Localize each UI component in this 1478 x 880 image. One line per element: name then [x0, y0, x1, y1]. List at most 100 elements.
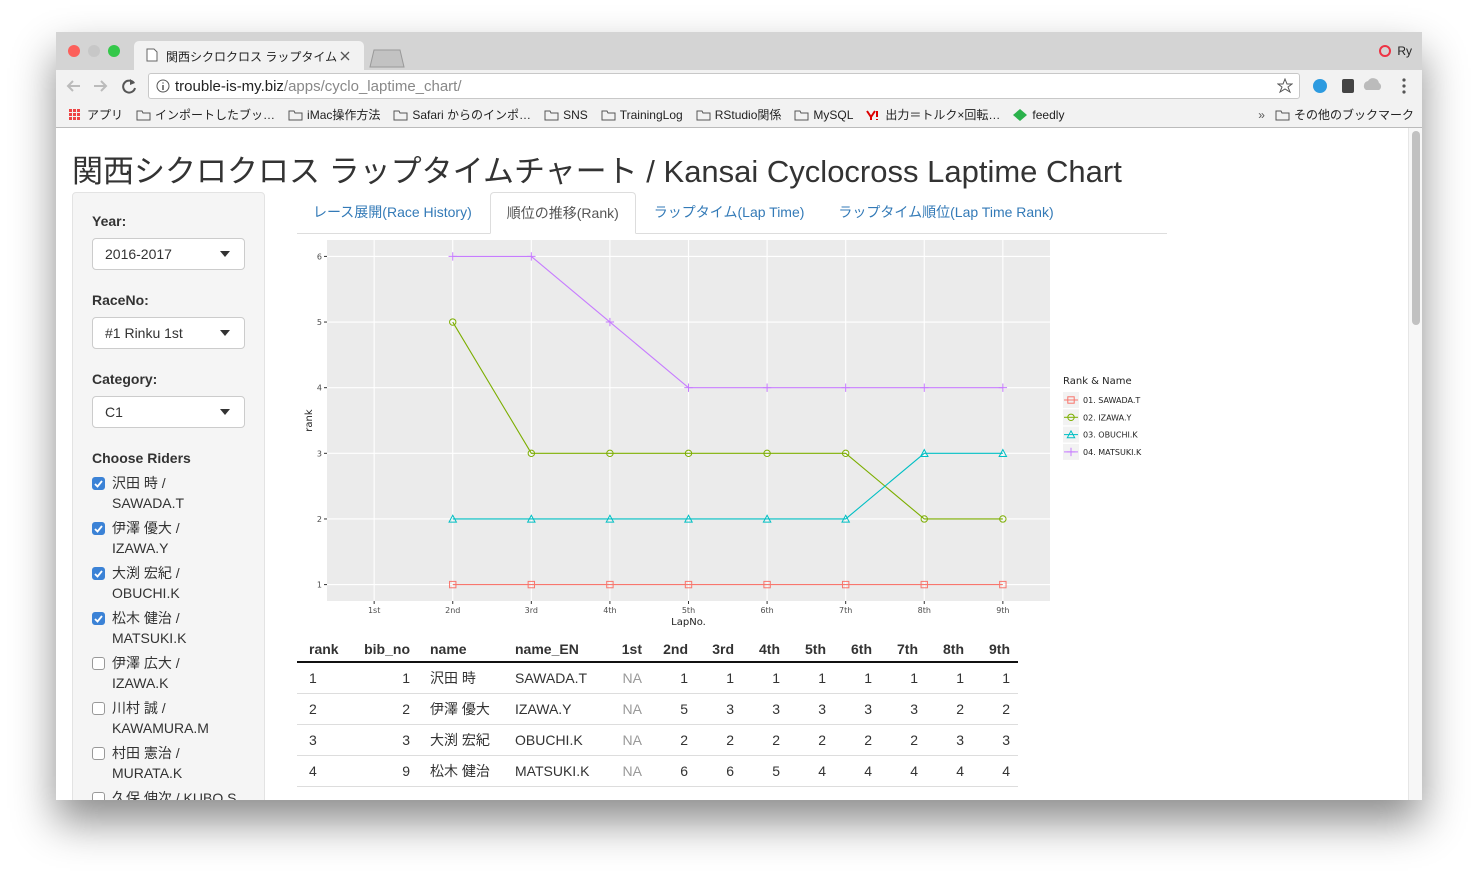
point — [763, 580, 771, 589]
tab-close[interactable] — [340, 51, 350, 61]
bookmark-icon — [794, 110, 809, 120]
bookmark[interactable]: MySQL — [794, 106, 853, 123]
new-tab[interactable] — [366, 48, 406, 68]
icon-shape — [696, 110, 711, 120]
point — [841, 514, 851, 523]
sidebar: Year: 2016-2017 RaceNo: #1 Rinku 1st Categor… — [72, 192, 265, 800]
checkbox[interactable] — [92, 702, 105, 715]
icon-shape — [393, 110, 408, 120]
column-header: 6th — [834, 636, 880, 663]
checkbox[interactable] — [92, 612, 105, 625]
caret-shape — [220, 409, 230, 415]
nav-buttons[interactable] — [64, 70, 144, 102]
icon-shape — [1013, 108, 1028, 121]
point — [684, 449, 693, 458]
rider-label: 久保 伸次 / KUBO.S — [112, 790, 237, 800]
scroll-thumb[interactable] — [1412, 131, 1420, 325]
table-cell: 1 — [742, 662, 788, 694]
column-header: 3rd — [696, 636, 742, 663]
tab[interactable]: ラップタイム(Lap Time) — [653, 204, 805, 220]
table-cell: 6 — [650, 755, 696, 787]
x-tick-label: 6th — [760, 606, 773, 615]
table-cell: 松木 健治 — [418, 755, 503, 787]
tab[interactable]: ラップタイム順位(Lap Time Rank) — [838, 204, 1054, 220]
address-bar[interactable]: trouble-is-my.biz/apps/cyclo_laptime_cha… — [148, 73, 1300, 99]
bookmark[interactable]: SNS — [544, 106, 588, 123]
extension-icons[interactable] — [1308, 70, 1418, 102]
bookmark-icon — [288, 110, 303, 120]
caret-shape — [220, 330, 230, 336]
select-input[interactable]: #1 Rinku 1st — [92, 317, 245, 349]
icon-dot — [69, 116, 72, 120]
checkbox[interactable] — [92, 477, 105, 490]
zoom-button[interactable] — [108, 45, 120, 57]
bookmark[interactable]: RStudio関係 — [696, 106, 782, 123]
legend-label: 04. MATSUKI.K — [1083, 448, 1142, 457]
scrollbar[interactable] — [1408, 128, 1422, 800]
table-cell: 1 — [926, 662, 972, 694]
rider-label: 沢田 時 / SAWADA.T — [112, 475, 185, 511]
table-cell: NA — [604, 693, 650, 725]
table-cell: 1 — [297, 662, 352, 694]
table-cell: NA — [604, 662, 650, 694]
bookmark-label: Safari からのインポ… — [412, 108, 532, 122]
tab[interactable]: レース展開(Race History) — [313, 204, 472, 220]
bookmark-star[interactable] — [1277, 78, 1293, 94]
rider-option[interactable]: 川村 誠 / KAWAMURA.M — [92, 698, 237, 738]
select-input[interactable]: 2016-2017 — [92, 238, 245, 270]
rider-option[interactable]: 久保 伸次 / KUBO.S — [92, 788, 237, 800]
rider-option[interactable]: 伊澤 広大 / IZAWA.K — [92, 653, 237, 693]
table-row: 2 2 伊澤 優大 IZAWA.Y NA 5 3 3 3 3 3 2 2 — [297, 693, 1018, 725]
minimize-button[interactable] — [88, 45, 100, 57]
overflow-chevron[interactable]: » — [1258, 107, 1265, 122]
icon-shape — [794, 110, 809, 120]
bookmark-list: アプリ インポートしたブッ… iMac操作方法 Safari からのインポ… SNS Tr… — [68, 106, 1064, 123]
table-cell: 3 — [352, 724, 418, 756]
point — [449, 580, 457, 589]
table-cell: 大渕 宏紀 — [418, 724, 503, 756]
other-bookmarks[interactable]: » その他のブックマーク — [1258, 106, 1414, 123]
bookmark[interactable]: インポートしたブッ… — [136, 106, 275, 123]
rider-option[interactable]: 伊澤 優大 / IZAWA.Y — [92, 518, 237, 558]
point — [448, 514, 458, 523]
bookmark[interactable]: 出力＝トルク×回転… — [866, 106, 1000, 123]
bookmark-label: RStudio関係 — [714, 108, 782, 122]
table-cell: 5 — [742, 755, 788, 787]
series-line — [452, 452, 1003, 520]
rider-option[interactable]: 大渕 宏紀 / OBUCHI.K — [92, 563, 237, 603]
point — [526, 514, 536, 523]
bookmark[interactable]: Safari からのインポ… — [393, 106, 531, 123]
point — [998, 383, 1008, 392]
bookmark[interactable]: feedly — [1013, 106, 1064, 123]
series-line — [452, 321, 1003, 520]
close-button[interactable] — [68, 45, 80, 57]
rider-option[interactable]: 村田 憲治 / MURATA.K — [92, 743, 237, 783]
profile[interactable]: Ry — [1379, 44, 1412, 58]
input-label: Choose Riders — [92, 450, 191, 466]
caret — [220, 330, 230, 336]
checkbox[interactable] — [92, 792, 105, 800]
point — [684, 383, 693, 392]
tab-title: 関西シクロクロス ラップタイム — [166, 50, 338, 64]
select-value: C1 — [105, 404, 123, 420]
rider-option[interactable]: 松木 健治 / MATSUKI.K — [92, 608, 237, 648]
tab[interactable]: 順位の推移(Rank) — [489, 192, 636, 234]
bookmark[interactable]: iMac操作方法 — [288, 106, 380, 123]
checkbox[interactable] — [92, 657, 105, 670]
icon-dot — [69, 108, 72, 112]
table-cell: 2 — [297, 693, 352, 725]
checkbox[interactable] — [92, 567, 105, 580]
point — [527, 252, 536, 261]
y-tick-label: 4 — [317, 384, 322, 393]
browser-tab[interactable]: 関西シクロクロス ラップタイム — [134, 41, 364, 70]
bookmark[interactable]: TrainingLog — [601, 106, 683, 123]
table-row: 3 3 大渕 宏紀 OBUCHI.K NA 2 2 2 2 2 2 3 3 — [297, 724, 1018, 756]
select-input[interactable]: C1 — [92, 396, 245, 428]
bookmark[interactable]: アプリ — [68, 106, 123, 123]
checkbox[interactable] — [92, 522, 105, 535]
icon-dot — [73, 108, 76, 112]
checkbox[interactable] — [92, 747, 105, 760]
bookmark-icon — [544, 110, 559, 120]
rider-option[interactable]: 沢田 時 / SAWADA.T — [92, 473, 237, 513]
